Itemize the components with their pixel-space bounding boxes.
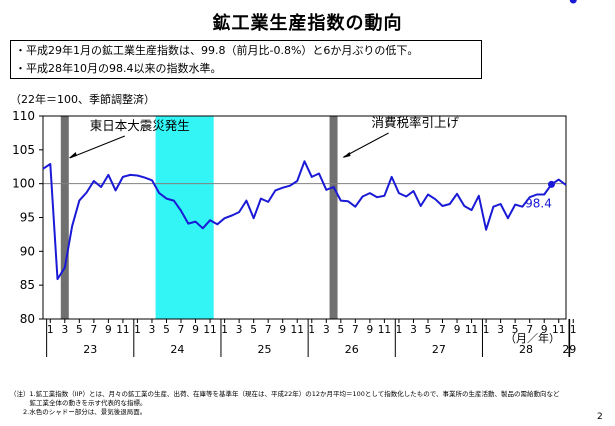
x-tick-label: 7 [352, 324, 359, 336]
x-tick-label: 1 [483, 324, 490, 336]
x-tick-label: 1 [221, 324, 228, 336]
footnotes: （注）1.鉱工業指数（IIP）とは、月々の鉱工業の生産、出荷、在庫等を基準年（現… [10, 390, 580, 417]
x-tick-label: 5 [425, 324, 432, 336]
event-label: 消費税率引上げ [372, 115, 460, 130]
year-label: 25 [258, 343, 272, 356]
year-label: 23 [83, 343, 97, 356]
event-arrow [343, 132, 389, 158]
page-number: 2 [597, 412, 603, 422]
footnote-line: 鉱工業全体の動きを示す代表的な指標。 [10, 399, 147, 407]
x-tick-label: 7 [178, 324, 185, 336]
x-tick-label: 3 [410, 324, 417, 336]
x-tick-label: 7 [439, 324, 446, 336]
summary-line: ・平成29年1月の鉱工業生産指数は、99.8（前月比-0.8%）と6か月ぶりの低… [15, 44, 419, 57]
x-tick-label: 1 [570, 324, 577, 336]
x-tick-label: 11 [116, 324, 129, 336]
y-tick-label: 90 [20, 244, 35, 258]
x-tick-label: 11 [203, 324, 216, 336]
data-point [547, 180, 555, 188]
x-tick-label: 9 [541, 324, 548, 336]
x-tick-label: 5 [512, 324, 519, 336]
x-tick-label: 3 [323, 324, 330, 336]
x-tick-label: 5 [337, 324, 344, 336]
event-arrow [69, 135, 125, 159]
summary-line: ・平成28年10月の98.4以来の指数水準。 [15, 62, 222, 75]
x-tick-label: 7 [526, 324, 533, 336]
x-tick-label: 3 [149, 324, 156, 336]
x-tick-label: 5 [250, 324, 257, 336]
y-tick-label: 105 [12, 143, 35, 157]
unit-label: （22年＝100、季節調整済） [10, 92, 155, 106]
x-tick-label: 5 [163, 324, 170, 336]
x-tick-label: 11 [552, 324, 565, 336]
data-line [42, 160, 567, 281]
event-arrowhead [68, 152, 77, 158]
year-label: 27 [432, 343, 446, 356]
x-tick-label: 9 [454, 324, 461, 336]
x-tick-label: 3 [236, 324, 243, 336]
event-arrowhead [342, 152, 351, 158]
x-tick-label: 11 [465, 324, 478, 336]
x-tick-label: 5 [76, 324, 83, 336]
x-tick-label: 7 [265, 324, 272, 336]
x-tick-label: 9 [367, 324, 374, 336]
x-tick-label: 7 [91, 324, 98, 336]
event-label: 東日本大震災発生 [90, 118, 190, 133]
plot-frame [42, 115, 567, 320]
x-tick-label: 9 [105, 324, 112, 336]
x-tick-label: 3 [497, 324, 504, 336]
page-title: 鉱工業生産指数の動向 [212, 13, 403, 34]
x-tick-label: 1 [47, 324, 54, 336]
y-tick-label: 80 [20, 312, 35, 326]
x-tick-label: 1 [134, 324, 141, 336]
footnote-line: 2.水色のシャドー部分は、景気後退局面。 [10, 408, 147, 416]
event-bar [329, 116, 338, 319]
year-label: 24 [170, 343, 184, 356]
data-label: 99.8 [583, 0, 610, 3]
y-tick-label: 85 [20, 278, 35, 292]
y-tick-label: 110 [12, 109, 35, 123]
y-tick-label: 95 [20, 211, 35, 225]
x-axis-label: （月／年） [505, 331, 560, 345]
x-tick-label: 9 [192, 324, 199, 336]
year-label: 26 [345, 343, 359, 356]
footnote-line: （注）1.鉱工業指数（IIP）とは、月々の鉱工業の生産、出荷、在庫等を基準年（現… [10, 390, 560, 398]
x-tick-label: 1 [396, 324, 403, 336]
x-tick-label: 11 [291, 324, 304, 336]
summary-box: ・平成29年1月の鉱工業生産指数は、99.8（前月比-0.8%）と6か月ぶりの低… [10, 40, 482, 79]
data-point [569, 0, 577, 4]
y-tick-label: 100 [12, 177, 35, 191]
event-bar [60, 116, 69, 319]
x-tick-label: 1 [308, 324, 315, 336]
data-label: 98.4 [525, 196, 552, 210]
x-tick-label: 9 [279, 324, 286, 336]
x-tick-label: 3 [61, 324, 68, 336]
x-tick-label: 11 [378, 324, 391, 336]
year-label: 28 [519, 343, 533, 356]
